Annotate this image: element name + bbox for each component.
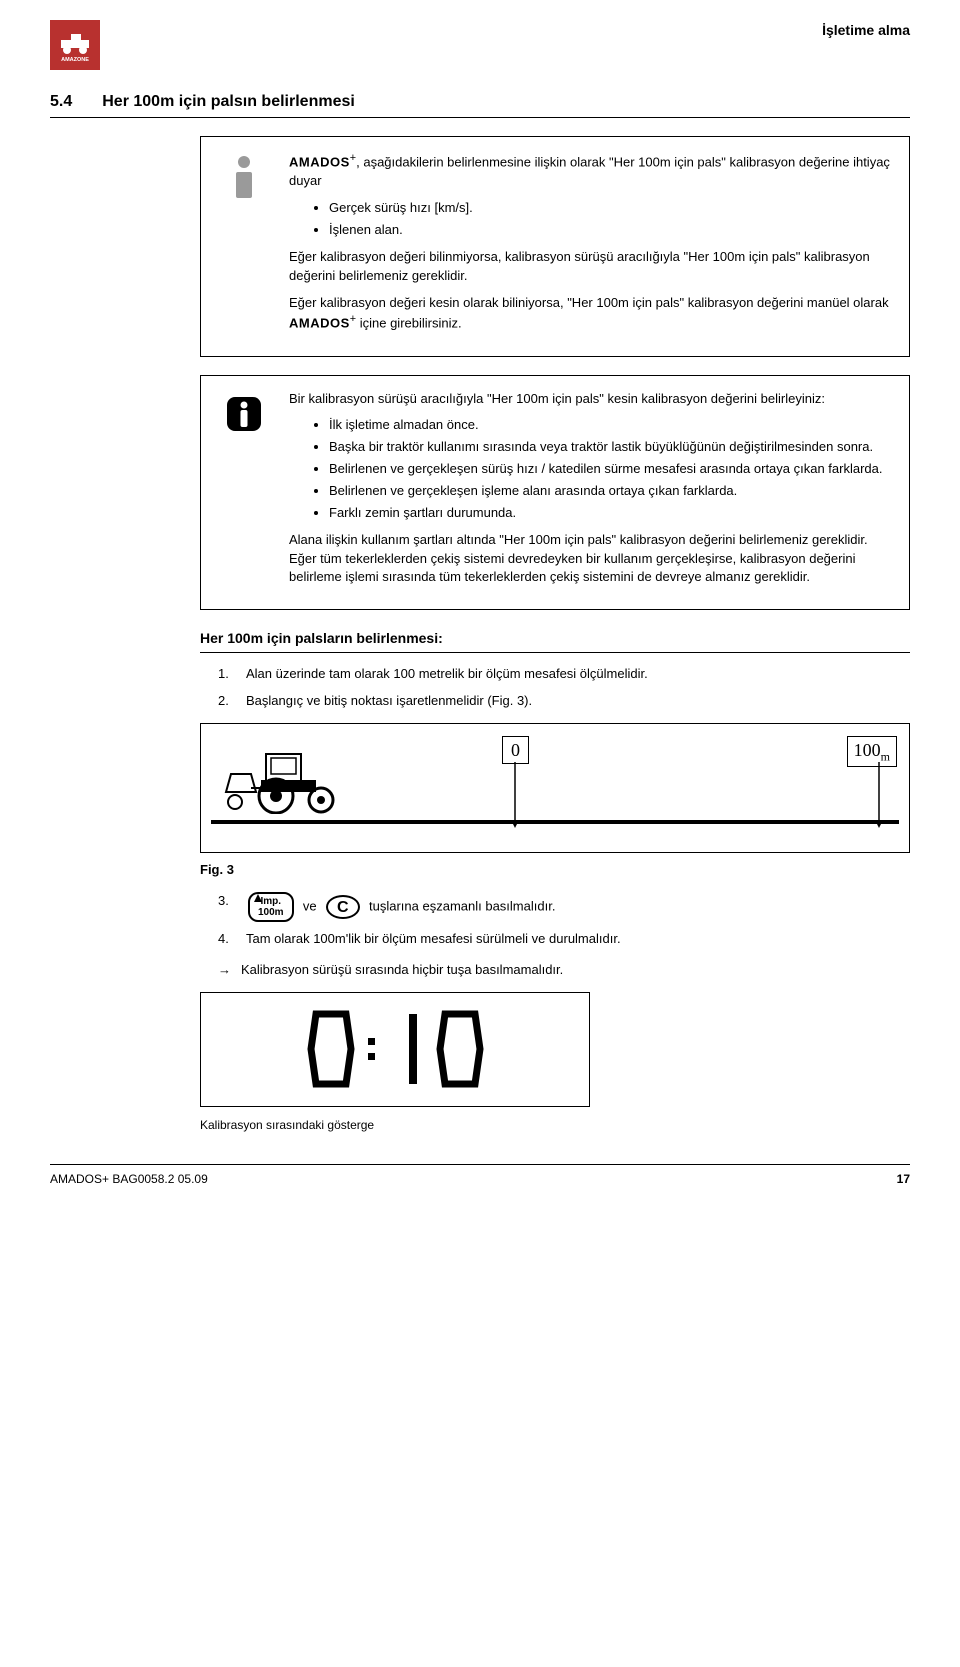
section-number: 5.4 <box>50 90 72 113</box>
digit-1 <box>387 1009 423 1089</box>
digit-0b <box>435 1009 485 1089</box>
step-3: 3. Imp. 100m ve C tuşlarına eşzamanlı ba… <box>200 892 910 922</box>
colon-icon <box>368 1038 375 1060</box>
procedure-steps-cont: 3. Imp. 100m ve C tuşlarına eşzamanlı ba… <box>200 892 910 949</box>
footer-left: AMADOS+ BAG0058.2 05.09 <box>50 1171 208 1188</box>
warn-closing: Alana ilişkin kullanım şartları altında … <box>289 531 891 588</box>
marker-line-hundred <box>873 762 885 832</box>
info-content: AMADOS+, aşağıdakilerin belirlenmesine i… <box>289 151 891 341</box>
lcd-digits <box>306 1009 485 1089</box>
list-item: İlk işletime almadan önce. <box>329 416 891 435</box>
info-p1: AMADOS+, aşağıdakilerin belirlenmesine i… <box>289 151 891 191</box>
marker-line-zero <box>509 762 521 832</box>
figure-3: 0 100m <box>200 723 910 853</box>
arrow-text: Kalibrasyon sürüşü sırasında hiçbir tuşa… <box>241 961 563 980</box>
list-item: Başka bir traktör kullanımı sırasında ve… <box>329 438 891 457</box>
lcd-caption: Kalibrasyon sırasındaki gösterge <box>200 1117 910 1134</box>
logo-text: AMAZONE <box>61 57 89 65</box>
info-p2: Eğer kalibrasyon değeri bilinmiyorsa, ka… <box>289 248 891 286</box>
info-icon <box>219 151 269 341</box>
page-footer: AMADOS+ BAG0058.2 05.09 17 <box>50 1164 910 1188</box>
key-c: C <box>326 895 360 919</box>
tractor-icon <box>221 744 351 820</box>
info-bullets: Gerçek sürüş hızı [km/s]. İşlenen alan. <box>289 199 891 240</box>
procedure-block: Her 100m için palsların belirlenmesi: 1.… <box>200 628 910 1134</box>
digit-0 <box>306 1009 356 1089</box>
step-1: 1. Alan üzerinde tam olarak 100 metrelik… <box>200 665 910 684</box>
section-heading: 5.4 Her 100m için palsın belirlenmesi <box>50 90 910 118</box>
lcd-display <box>200 992 590 1107</box>
info-callout: AMADOS+, aşağıdakilerin belirlenmesine i… <box>200 136 910 356</box>
procedure-steps: 1. Alan üzerinde tam olarak 100 metrelik… <box>200 665 910 711</box>
page-header: AMAZONE İşletime alma <box>50 20 910 70</box>
list-item: Belirlenen ve gerçekleşen işleme alanı a… <box>329 482 891 501</box>
list-item: İşlenen alan. <box>329 221 891 240</box>
step-2: 2. Başlangıç ve bitiş noktası işaretlenm… <box>200 692 910 711</box>
info-p3: Eğer kalibrasyon değeri kesin olarak bil… <box>289 294 891 334</box>
list-item: Gerçek sürüş hızı [km/s]. <box>329 199 891 218</box>
breadcrumb: İşletime alma <box>822 20 910 40</box>
arrow-note: → Kalibrasyon sürüşü sırasında hiçbir tu… <box>200 961 910 980</box>
brand-logo: AMAZONE <box>50 20 100 70</box>
warn-bullets: İlk işletime almadan önce. Başka bir tra… <box>289 416 891 522</box>
list-item: Belirlenen ve gerçekleşen sürüş hızı / k… <box>329 460 891 479</box>
arrow-icon: → <box>218 961 231 980</box>
brand-amados: AMADOS <box>289 155 350 170</box>
list-item: Farklı zemin şartları durumunda. <box>329 504 891 523</box>
procedure-heading: Her 100m için palsların belirlenmesi: <box>200 628 910 653</box>
warning-callout: Bir kalibrasyon sürüşü aracılığıyla "Her… <box>200 375 910 611</box>
section-title: Her 100m için palsın belirlenmesi <box>102 90 355 113</box>
marker-hundred: 100m <box>847 736 897 767</box>
marker-zero: 0 <box>502 736 529 764</box>
warning-content: Bir kalibrasyon sürüşü aracılığıyla "Her… <box>289 390 891 596</box>
key-imp100m: Imp. 100m <box>248 892 294 922</box>
figure-caption: Fig. 3 <box>200 861 910 880</box>
ground-line <box>211 820 899 824</box>
warn-intro: Bir kalibrasyon sürüşü aracılığıyla "Her… <box>289 390 891 409</box>
warning-icon <box>219 390 269 596</box>
footer-page: 17 <box>897 1171 910 1188</box>
brand-amados: AMADOS <box>289 316 350 331</box>
step-4: 4. Tam olarak 100m'lik bir ölçüm mesafes… <box>200 930 910 949</box>
